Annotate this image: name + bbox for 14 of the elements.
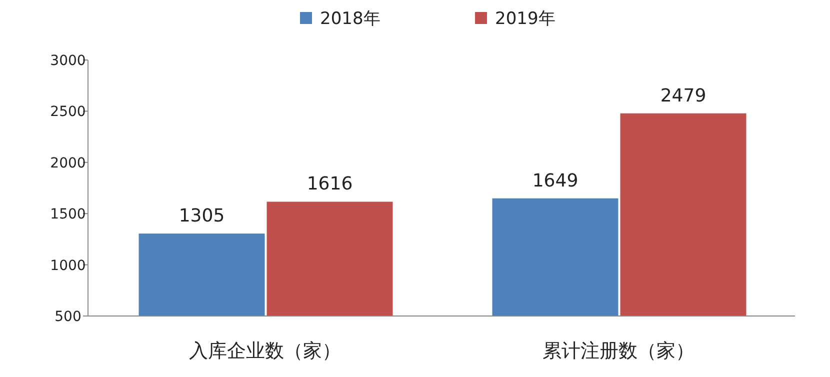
- x-tick-label: 累计注册数（家）: [542, 340, 694, 362]
- x-tick-label: 入库企业数（家）: [188, 340, 341, 362]
- y-tick-label: 2500: [50, 104, 86, 120]
- data-label: 1305: [178, 206, 225, 227]
- y-tick-label: 2000: [50, 155, 86, 172]
- y-tick-label: 1500: [50, 206, 86, 223]
- legend-label: 2019年: [495, 9, 556, 29]
- legend-label: 2018年: [320, 9, 380, 29]
- y-tick-label: 3000: [50, 53, 86, 69]
- data-label: 2479: [660, 85, 706, 106]
- y-tick-label: 500: [54, 309, 82, 325]
- data-label: 1649: [532, 170, 578, 192]
- data-label: 1616: [306, 174, 353, 195]
- y-tick-label: 1000: [50, 258, 86, 274]
